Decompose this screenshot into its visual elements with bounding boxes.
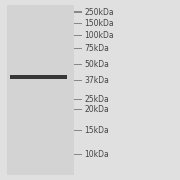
Bar bbox=[74, 48, 82, 49]
Bar bbox=[74, 35, 82, 36]
Bar bbox=[10, 75, 67, 79]
Bar bbox=[74, 23, 82, 24]
Text: 100kDa: 100kDa bbox=[85, 31, 114, 40]
Bar bbox=[74, 154, 82, 155]
Text: 10kDa: 10kDa bbox=[85, 150, 109, 159]
Text: 150kDa: 150kDa bbox=[85, 19, 114, 28]
Bar bbox=[74, 12, 82, 13]
Bar bbox=[74, 109, 82, 110]
Text: 250kDa: 250kDa bbox=[85, 8, 114, 17]
Bar bbox=[74, 130, 82, 131]
Bar bbox=[7, 5, 74, 175]
Text: 15kDa: 15kDa bbox=[85, 126, 109, 135]
Text: 25kDa: 25kDa bbox=[85, 95, 109, 104]
Text: 75kDa: 75kDa bbox=[85, 44, 110, 53]
Text: 37kDa: 37kDa bbox=[85, 76, 110, 85]
Text: 20kDa: 20kDa bbox=[85, 105, 109, 114]
Bar bbox=[74, 64, 82, 65]
Text: 50kDa: 50kDa bbox=[85, 60, 110, 69]
Bar bbox=[74, 99, 82, 100]
Bar bbox=[74, 80, 82, 81]
